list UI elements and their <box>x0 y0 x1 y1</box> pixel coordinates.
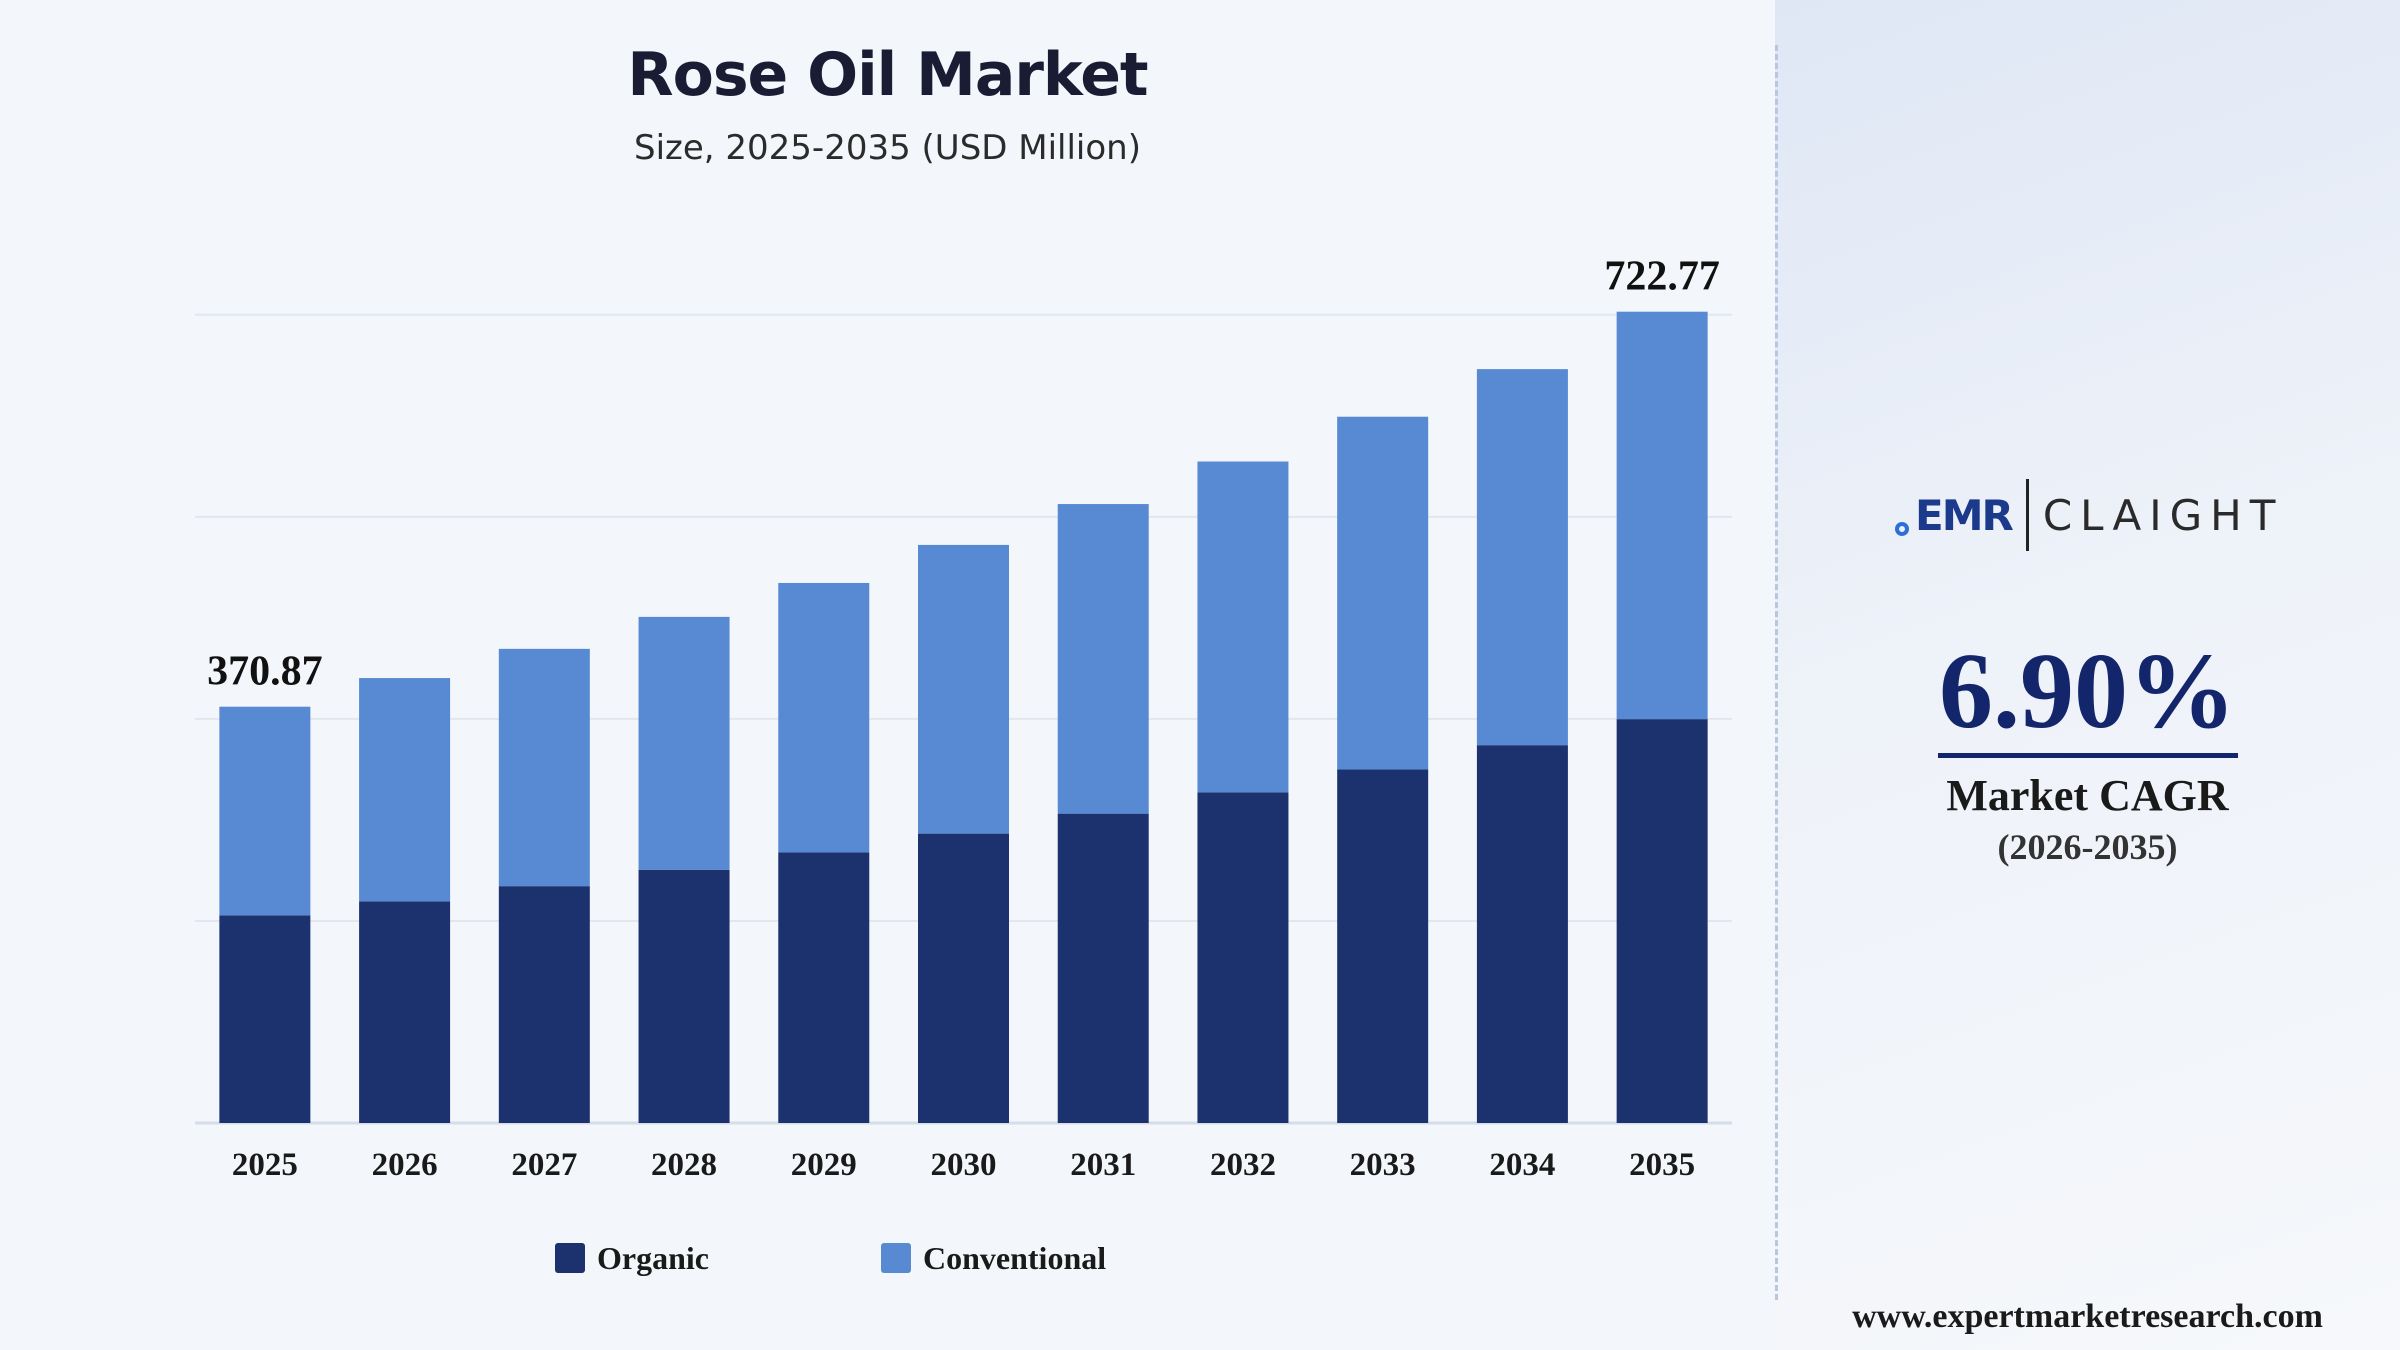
bar-conventional-2027 <box>498 648 590 887</box>
x-tick-label-2035: 2035 <box>1629 1147 1695 1183</box>
x-tick-label-2031: 2031 <box>1070 1147 1136 1183</box>
logo-emr-label: EMR <box>1915 490 2014 540</box>
bar-organic-2027 <box>498 886 590 1123</box>
bar-conventional-2031 <box>1057 504 1149 814</box>
logo-dot-icon <box>1895 521 1909 536</box>
bar-organic-2035 <box>1616 719 1708 1123</box>
bar-conventional-2030 <box>918 544 1009 834</box>
bar-organic-2028 <box>638 869 730 1123</box>
panel-divider <box>1775 45 1778 1300</box>
bar-conventional-2026 <box>359 678 451 902</box>
cagr-label: Market CAGR <box>1946 771 2229 820</box>
emr-claight-logo: EMR CLAIGHT <box>1895 470 2285 560</box>
bar-conventional-2032 <box>1197 461 1289 793</box>
bar-conventional-2028 <box>638 616 730 870</box>
legend-label-conventional: Conventional <box>922 1239 1107 1276</box>
chart-legend: Organic Conventional <box>555 1238 1278 1278</box>
x-tick-label-2029: 2029 <box>791 1147 857 1183</box>
bar-organic-2031 <box>1057 813 1149 1123</box>
bar-organic-2034 <box>1476 745 1568 1123</box>
logo-emr-text: EMR <box>1895 490 2014 540</box>
x-tick-label-2033: 2033 <box>1350 1147 1416 1183</box>
legend-item-conventional: Conventional <box>880 1239 1107 1277</box>
chart-title: Rose Oil Market <box>627 40 1148 110</box>
bar-organic-2029 <box>778 852 870 1123</box>
website-link[interactable]: www.expertmarketresearch.com <box>1852 1298 2323 1335</box>
legend-label-organic: Organic <box>597 1239 709 1276</box>
bar-organic-2026 <box>359 901 451 1123</box>
bar-conventional-2033 <box>1337 416 1429 770</box>
x-tick-label-2034: 2034 <box>1489 1147 1555 1183</box>
bar-organic-2030 <box>918 833 1009 1123</box>
x-tick-label-2030: 2030 <box>931 1147 997 1183</box>
cagr-underline <box>1938 753 2238 758</box>
bar-conventional-2025 <box>219 706 311 916</box>
x-tick-label-2027: 2027 <box>511 1147 577 1183</box>
logo-separator <box>2025 479 2029 551</box>
summary-panel <box>1775 0 2400 1350</box>
data-label-2035: 722.77 <box>1604 254 1720 300</box>
bar-organic-2033 <box>1337 769 1429 1123</box>
chart-subtitle: Size, 2025-2035 (USD Million) <box>634 128 1141 168</box>
legend-item-organic: Organic <box>555 1240 709 1277</box>
legend-swatch-organic <box>555 1243 585 1273</box>
x-tick-label-2025: 2025 <box>232 1147 298 1183</box>
bar-organic-2032 <box>1197 792 1289 1123</box>
cagr-value: 6.90% <box>1939 632 2236 751</box>
bar-conventional-2029 <box>778 582 870 853</box>
logo-claight-text: CLAIGHT <box>2042 490 2284 540</box>
cagr-period: (2026-2035) <box>1997 827 2178 867</box>
bar-organic-2025 <box>219 915 311 1123</box>
x-tick-label-2032: 2032 <box>1210 1147 1276 1183</box>
x-tick-label-2028: 2028 <box>651 1147 717 1183</box>
data-label-2025: 370.87 <box>207 649 323 695</box>
stacked-bar-chart: 2025 2026 2027 2028 2029 2030 2031 2032 2033 2034… <box>195 254 1732 1183</box>
legend-swatch-conventional <box>880 1243 911 1273</box>
bar-conventional-2034 <box>1476 369 1568 746</box>
x-tick-label-2026: 2026 <box>372 1147 438 1183</box>
bar-conventional-2035 <box>1616 311 1708 720</box>
